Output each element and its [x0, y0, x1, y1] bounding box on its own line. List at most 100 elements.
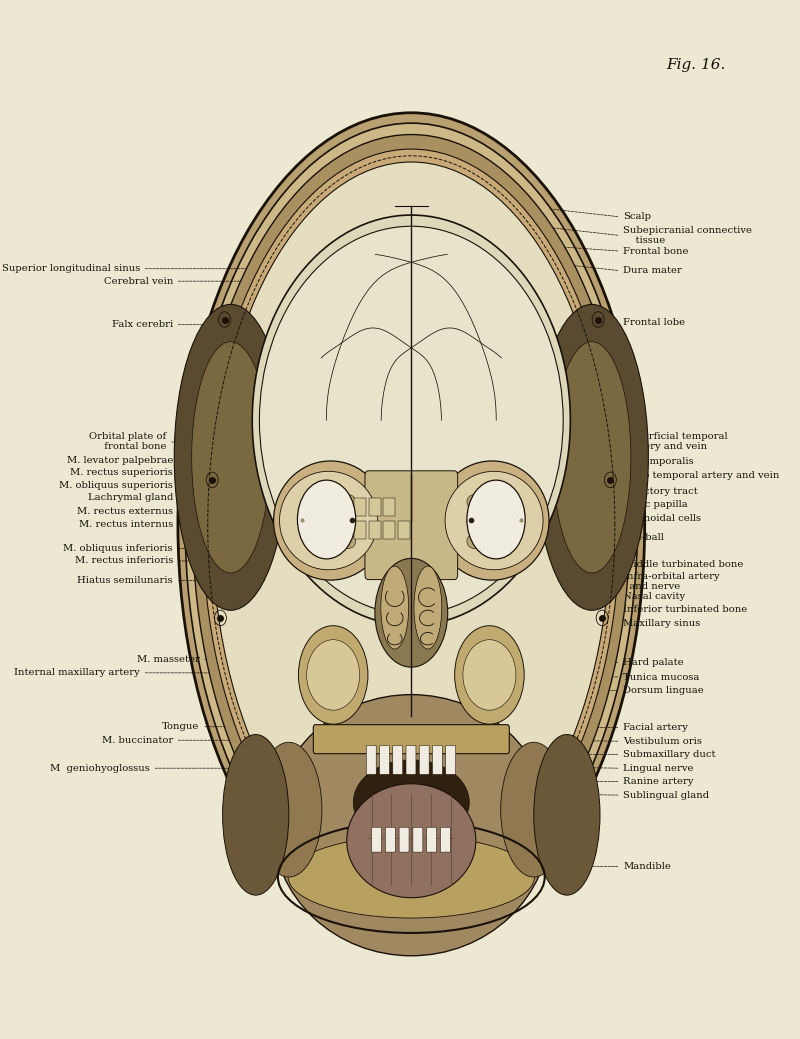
Text: Lingual nerve: Lingual nerve — [623, 764, 694, 773]
Ellipse shape — [222, 735, 289, 896]
FancyBboxPatch shape — [379, 745, 390, 774]
Text: Hard palate: Hard palate — [623, 658, 684, 667]
Ellipse shape — [288, 836, 534, 918]
Text: M. temporalis: M. temporalis — [623, 457, 694, 465]
Bar — [383, 521, 395, 539]
Bar — [340, 521, 352, 539]
Text: Sublingual gland: Sublingual gland — [623, 791, 710, 800]
FancyBboxPatch shape — [419, 745, 429, 774]
FancyBboxPatch shape — [406, 745, 416, 774]
Text: Tongue: Tongue — [162, 722, 199, 731]
Text: Fig. 16.: Fig. 16. — [666, 58, 726, 73]
Ellipse shape — [256, 742, 322, 877]
Text: Internal maxillary artery: Internal maxillary artery — [14, 668, 140, 677]
Text: Orbital plate of
  frontal bone: Orbital plate of frontal bone — [89, 432, 166, 452]
Ellipse shape — [212, 162, 610, 887]
Text: Subepicranial connective
    tissue: Subepicranial connective tissue — [623, 225, 752, 245]
Ellipse shape — [341, 495, 356, 509]
Ellipse shape — [463, 640, 516, 711]
Ellipse shape — [298, 480, 356, 559]
Text: M. rectus superioris: M. rectus superioris — [70, 469, 173, 477]
Text: Olfactory tract: Olfactory tract — [623, 487, 698, 496]
Text: Vestibulum oris: Vestibulum oris — [623, 737, 702, 746]
Ellipse shape — [346, 783, 476, 898]
Bar — [354, 498, 366, 516]
Bar — [369, 498, 381, 516]
Text: Dura mater: Dura mater — [623, 266, 682, 275]
Bar — [354, 521, 366, 539]
Text: Hiatus semilunaris: Hiatus semilunaris — [78, 577, 173, 585]
Ellipse shape — [467, 513, 482, 528]
Ellipse shape — [454, 625, 524, 724]
Ellipse shape — [375, 558, 448, 667]
Ellipse shape — [259, 227, 563, 614]
Text: Superior longitudinal sinus: Superior longitudinal sinus — [2, 264, 140, 273]
Text: Submaxillary duct: Submaxillary duct — [623, 750, 716, 760]
Text: M. obliquus inferioris: M. obliquus inferioris — [63, 544, 173, 553]
FancyBboxPatch shape — [399, 827, 409, 852]
Ellipse shape — [535, 304, 648, 610]
Text: Falx cerebri: Falx cerebri — [112, 320, 173, 329]
Bar — [369, 521, 381, 539]
Text: Optic papilla: Optic papilla — [623, 501, 688, 509]
Text: Inferior turbinated bone: Inferior turbinated bone — [623, 605, 747, 614]
Text: Superficial temporal
  artery and vein: Superficial temporal artery and vein — [623, 432, 728, 452]
FancyBboxPatch shape — [446, 745, 456, 774]
Ellipse shape — [501, 742, 567, 877]
Ellipse shape — [186, 124, 638, 926]
Bar — [383, 498, 395, 516]
Text: M  geniohyoglossus: M geniohyoglossus — [50, 764, 150, 773]
Text: Cerebral vein: Cerebral vein — [103, 276, 173, 286]
Text: M. buccinator: M. buccinator — [102, 736, 173, 745]
FancyBboxPatch shape — [314, 724, 510, 753]
Text: Dorsum linguae: Dorsum linguae — [623, 686, 704, 695]
Bar — [398, 521, 410, 539]
Ellipse shape — [252, 215, 570, 625]
FancyBboxPatch shape — [366, 745, 376, 774]
Ellipse shape — [381, 566, 409, 649]
Ellipse shape — [534, 735, 600, 896]
Text: Lachrymal gland: Lachrymal gland — [87, 494, 173, 502]
Ellipse shape — [414, 566, 442, 649]
Text: Facial artery: Facial artery — [623, 723, 688, 732]
FancyBboxPatch shape — [413, 827, 423, 852]
Ellipse shape — [467, 480, 525, 559]
Text: Tunica mucosa: Tunica mucosa — [623, 672, 699, 682]
Text: M. masseter: M. masseter — [137, 655, 199, 664]
Text: Eye-ball: Eye-ball — [623, 533, 664, 541]
Text: Mandible: Mandible — [623, 862, 671, 871]
Text: M. levator palpebrae: M. levator palpebrae — [66, 456, 173, 464]
Text: Frontal bone: Frontal bone — [623, 246, 689, 256]
Text: Ranine artery: Ranine artery — [623, 777, 694, 787]
Ellipse shape — [306, 640, 360, 711]
FancyBboxPatch shape — [386, 827, 395, 852]
Ellipse shape — [435, 461, 549, 580]
Text: Scalp: Scalp — [623, 212, 651, 221]
Ellipse shape — [178, 113, 645, 936]
Text: M. rectus externus: M. rectus externus — [77, 507, 173, 515]
Text: M. rectus internus: M. rectus internus — [78, 521, 173, 529]
Text: M. obliquus superioris: M. obliquus superioris — [59, 481, 173, 489]
Ellipse shape — [348, 811, 389, 855]
Ellipse shape — [341, 534, 356, 549]
FancyBboxPatch shape — [433, 745, 442, 774]
Text: Middle turbinated bone: Middle turbinated bone — [623, 560, 743, 568]
Ellipse shape — [202, 149, 620, 901]
Ellipse shape — [193, 134, 630, 914]
FancyBboxPatch shape — [441, 827, 450, 852]
Ellipse shape — [341, 513, 356, 528]
Ellipse shape — [192, 342, 270, 572]
Ellipse shape — [274, 461, 387, 580]
FancyBboxPatch shape — [426, 827, 437, 852]
FancyBboxPatch shape — [365, 471, 458, 580]
Text: Maxillary sinus: Maxillary sinus — [623, 618, 701, 628]
Text: Ethmoidal cells: Ethmoidal cells — [623, 514, 701, 523]
Text: Infra-orbital artery
  and nerve: Infra-orbital artery and nerve — [623, 572, 720, 591]
Ellipse shape — [434, 811, 475, 855]
Text: Deep temporal artery and vein: Deep temporal artery and vein — [623, 472, 779, 480]
Ellipse shape — [298, 625, 368, 724]
Ellipse shape — [445, 472, 543, 569]
Text: M. rectus inferioris: M. rectus inferioris — [74, 557, 173, 565]
Text: Nasal cavity: Nasal cavity — [623, 591, 686, 601]
Ellipse shape — [354, 760, 470, 845]
